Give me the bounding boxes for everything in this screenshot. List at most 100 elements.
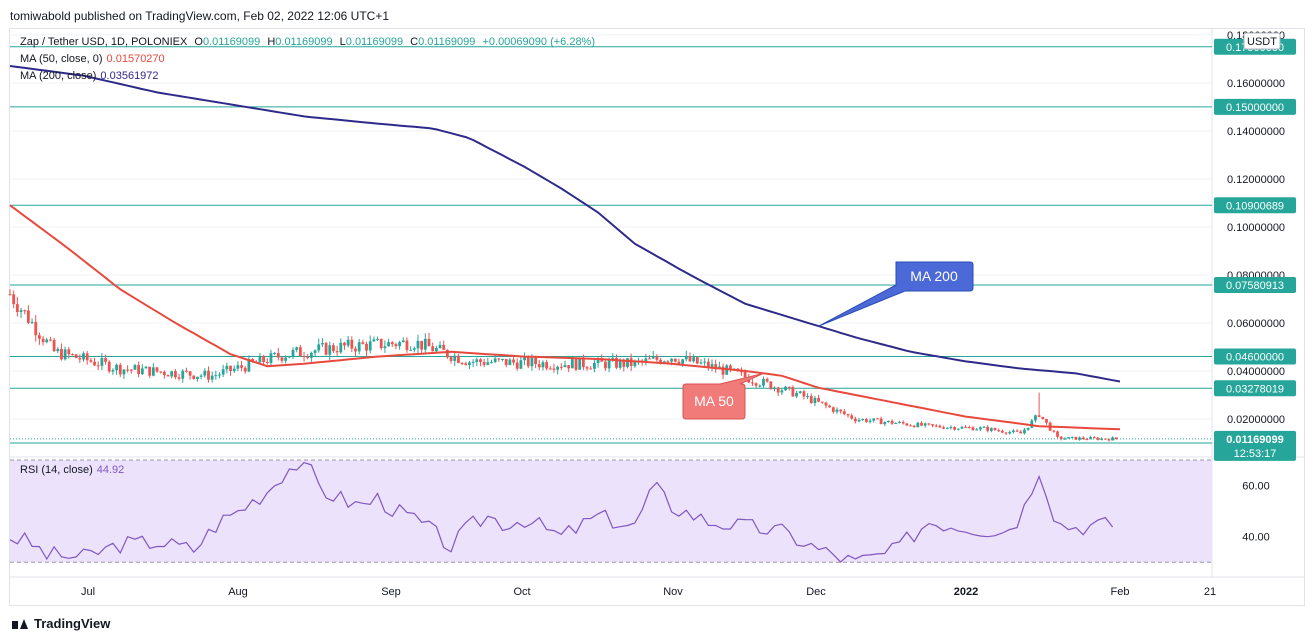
candle-body — [567, 365, 571, 369]
candle-body — [317, 344, 321, 351]
candle-body — [1100, 438, 1104, 440]
candle-body — [265, 362, 269, 364]
candle-body — [1089, 437, 1092, 440]
candle-body — [1023, 429, 1026, 434]
candle-body — [104, 358, 107, 362]
candle-body — [824, 402, 828, 406]
candle-body — [181, 370, 185, 379]
candle-body — [670, 358, 673, 362]
footer-brand[interactable]: TradingView — [12, 616, 110, 631]
candle-body — [457, 355, 460, 363]
ma50-callout[interactable] — [682, 372, 764, 420]
candle-body — [1000, 430, 1004, 433]
candle-body — [368, 341, 372, 351]
candle-body — [1092, 437, 1096, 439]
candle-body — [673, 358, 677, 362]
candle-body — [1078, 437, 1081, 440]
candle-body — [1030, 420, 1034, 428]
candle-body — [526, 356, 530, 367]
legend-rsi: RSI (14, close) 44.92 — [20, 464, 128, 476]
candle-body — [203, 370, 207, 376]
candle-body — [512, 359, 515, 363]
candle-body — [604, 361, 607, 369]
candle-body — [960, 426, 964, 429]
candle-body — [820, 401, 824, 403]
candle-body — [438, 344, 442, 348]
x-tick-label: Oct — [513, 586, 530, 598]
candle-body — [909, 425, 912, 427]
candle-body — [309, 352, 313, 358]
currency-badge[interactable] — [1243, 32, 1281, 50]
candle-body — [765, 378, 769, 382]
level-tag-label: 0.07580913 — [1226, 280, 1284, 292]
candle-body — [26, 310, 30, 323]
candle-body — [894, 423, 898, 425]
candle-body — [751, 382, 754, 384]
candle-body — [548, 368, 552, 370]
candle-body — [758, 385, 762, 387]
candle-body — [633, 360, 637, 367]
ma50-callout-label: MA 50 — [694, 393, 734, 409]
candle-body — [15, 304, 19, 312]
currency-label: USDT — [1247, 36, 1277, 48]
candle-body — [453, 355, 457, 361]
candle-body — [802, 391, 806, 397]
candle-body — [1107, 439, 1111, 441]
candle-body — [71, 354, 74, 356]
candle-body — [559, 366, 563, 368]
candle-body — [85, 353, 89, 361]
candle-body — [133, 365, 137, 370]
candle-body — [986, 426, 990, 431]
candle-body — [442, 344, 446, 350]
candle-body — [251, 358, 254, 362]
candle-body — [754, 383, 758, 386]
candle-body — [817, 397, 821, 402]
legend-symbol: Zap / Tether USD, 1D, POLONIEX — [20, 36, 188, 48]
candle-body — [784, 386, 787, 391]
candle-body — [743, 371, 747, 378]
candle-body — [853, 418, 857, 422]
candle-body — [809, 395, 813, 404]
chart-frame[interactable] — [9, 28, 1305, 606]
candle-body — [343, 342, 346, 346]
candle-body — [258, 355, 262, 363]
legend-ma50-label: MA (50, close, 0) — [20, 53, 103, 65]
legend-o-label: O — [194, 36, 203, 48]
candle-body — [953, 427, 957, 430]
candle-body — [1052, 430, 1056, 432]
candle-body — [1045, 418, 1048, 423]
candle-body — [644, 358, 648, 362]
legend-ma200-value: 0.03561972 — [100, 70, 159, 82]
y-tick-label: 0.04000000 — [1227, 366, 1285, 378]
candle-body — [655, 356, 659, 360]
candle-body — [100, 358, 104, 366]
candle-body — [56, 348, 60, 352]
legend-change: +0.00069090 (+6.28%) — [482, 36, 596, 48]
candle-body — [170, 371, 174, 377]
legend-h-value: 0.01169099 — [275, 36, 333, 48]
candle-body — [1070, 436, 1074, 438]
legend-c-label: C — [410, 36, 419, 48]
y-tick-label: 0.10000000 — [1227, 222, 1285, 234]
candle-body — [434, 347, 438, 352]
candle-body — [659, 359, 662, 364]
candle-body — [868, 420, 872, 422]
level-tag — [1214, 197, 1296, 214]
candle-body — [901, 421, 905, 424]
ma200-callout[interactable] — [818, 261, 974, 327]
candle-body — [927, 423, 931, 425]
candle-body — [63, 349, 67, 360]
candle-body — [52, 339, 56, 352]
candle-body — [861, 419, 865, 421]
candle-body — [118, 364, 122, 375]
candle-body — [214, 375, 218, 377]
candle-body — [236, 365, 240, 369]
candle-body — [1074, 436, 1078, 440]
candle-body — [1081, 437, 1085, 440]
y-tick-label: 0.02000000 — [1227, 414, 1285, 426]
candle-body — [493, 358, 497, 362]
candle-body — [530, 357, 534, 367]
candle-body — [728, 365, 732, 369]
candle-body — [67, 349, 71, 355]
